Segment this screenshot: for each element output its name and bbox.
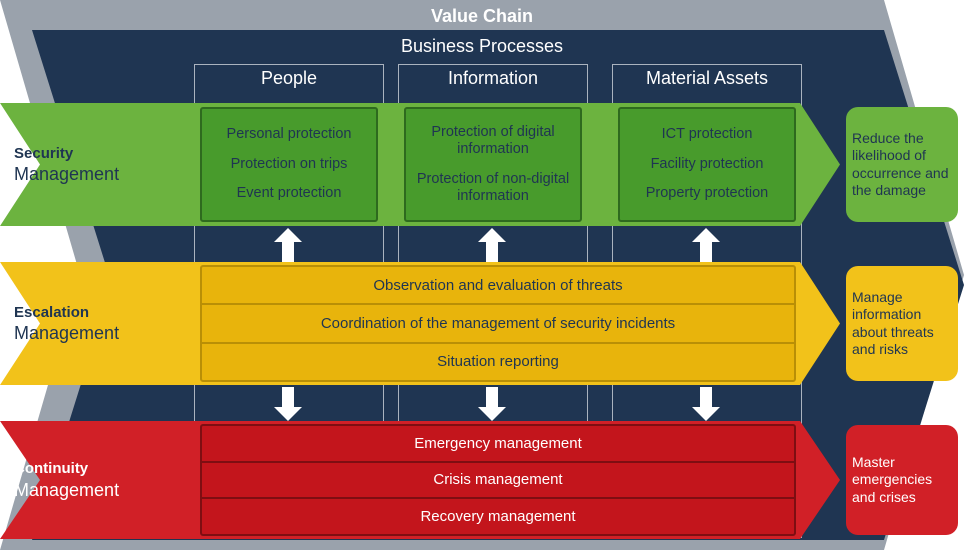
box-item: Protection of non-digital information: [414, 171, 572, 206]
arrow-up-icon: [274, 228, 302, 262]
bar-separator: [200, 342, 796, 344]
value-chain-title: Value Chain: [0, 6, 964, 27]
security-box: Personal protection Protection on trips Ev…: [200, 107, 378, 222]
arrow-up-icon: [478, 228, 506, 262]
box-item: Facility protection: [628, 156, 786, 173]
security-label: SecurityManagement: [14, 145, 164, 186]
escalation-bar: Observation and evaluation of threats: [200, 268, 796, 302]
escalation-goal: Manage information about threats and ris…: [846, 266, 958, 381]
escalation-bar: Situation reporting: [200, 345, 796, 379]
continuity-label: ContinuityManagement: [14, 460, 164, 501]
arrow-down-icon: [478, 387, 506, 421]
arrow-down-icon: [692, 387, 720, 421]
box-item: Property protection: [628, 185, 786, 202]
box-item: Protection on trips: [210, 156, 368, 173]
column-header: Material Assets: [612, 68, 802, 96]
arrow-up-icon: [692, 228, 720, 262]
continuity-bar: Emergency management: [200, 427, 796, 460]
security-goal: Reduce the likelihood of occurrence and …: [846, 107, 958, 222]
security-box: Protection of digital information Protect…: [404, 107, 582, 222]
box-item: Event protection: [210, 185, 368, 202]
bar-separator: [200, 303, 796, 305]
business-processes-title: Business Processes: [0, 36, 964, 57]
box-item: Personal protection: [210, 126, 368, 143]
arrow-down-icon: [274, 387, 302, 421]
escalation-label: EscalationManagement: [14, 304, 164, 345]
escalation-bar: Coordination of the management of securi…: [200, 306, 796, 340]
column-header: People: [194, 68, 384, 96]
bar-separator: [200, 497, 796, 499]
box-item: Protection of digital information: [414, 124, 572, 159]
continuity-bar: Crisis management: [200, 464, 796, 497]
bar-separator: [200, 461, 796, 463]
security-box: ICT protection Facility protection Propert…: [618, 107, 796, 222]
continuity-goal: Master emergencies and crises: [846, 425, 958, 535]
continuity-bar: Recovery management: [200, 500, 796, 533]
diagram-stage: Value Chain Business Processes People Inf…: [0, 0, 964, 550]
column-header: Information: [398, 68, 588, 96]
box-item: ICT protection: [628, 126, 786, 143]
